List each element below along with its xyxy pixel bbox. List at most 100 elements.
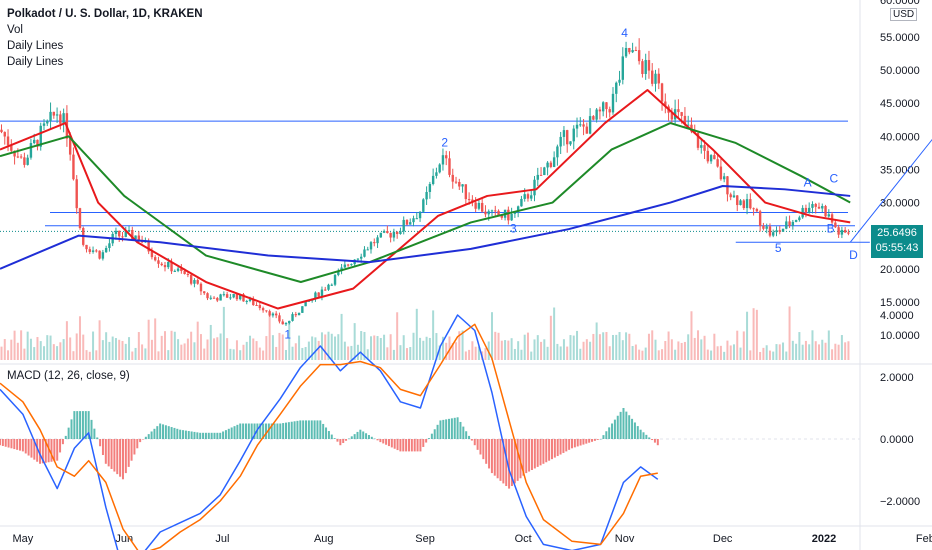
macd-histogram-bar: [530, 439, 533, 470]
volume-bar: [628, 333, 631, 360]
macd-histogram-bar: [325, 427, 328, 439]
volume-bar: [402, 335, 405, 360]
volume-bar: [690, 311, 693, 360]
indicator-daily-lines-1[interactable]: Daily Lines: [7, 40, 64, 52]
volume-bar: [507, 340, 510, 360]
candle-body: [203, 291, 206, 294]
macd-histogram-bar: [147, 434, 150, 439]
candle-body: [758, 211, 762, 226]
macd-histogram-bar: [73, 411, 76, 439]
macd-histogram-bar: [90, 419, 93, 439]
volume-bar: [422, 340, 425, 360]
volume-bar: [268, 314, 271, 360]
volume-bar: [56, 346, 59, 360]
candle-body: [134, 235, 137, 240]
indicator-vol[interactable]: Vol: [7, 24, 23, 36]
volume-bar: [245, 341, 248, 360]
candle-body: [373, 242, 376, 244]
candle-body: [477, 202, 481, 209]
signal-line: [0, 323, 658, 550]
volume-bar: [216, 337, 219, 360]
currency-label[interactable]: USD: [890, 8, 918, 21]
volume-bar: [33, 347, 36, 360]
macd-histogram-bar: [473, 439, 476, 446]
volume-bar: [383, 334, 386, 360]
macd-histogram-bar: [539, 439, 542, 466]
macd-histogram-bar: [199, 432, 202, 439]
candle-body: [209, 297, 212, 299]
volume-bar: [693, 337, 696, 360]
macd-histogram-bar: [13, 439, 16, 450]
indicator-daily-lines-2[interactable]: Daily Lines: [7, 56, 64, 68]
volume-bar: [190, 331, 193, 360]
candle-body: [736, 195, 739, 206]
macd-histogram-bar: [468, 435, 471, 439]
volume-bar: [20, 330, 23, 360]
candle-body: [834, 222, 837, 228]
candle-body: [59, 114, 62, 124]
volume-bar: [26, 331, 29, 360]
volume-bar: [226, 338, 229, 360]
candle-body: [317, 292, 320, 297]
macd-histogram-bar: [36, 439, 39, 462]
wave-label-a: A: [804, 176, 812, 190]
macd-histogram-bar: [362, 431, 365, 439]
volume-bar: [631, 346, 634, 360]
macd-histogram-bar: [430, 433, 433, 439]
volume-bar: [141, 344, 144, 360]
macd-histogram-bar: [553, 439, 556, 458]
candle-body: [425, 191, 428, 200]
volume-bar: [121, 340, 124, 360]
candle-body: [212, 297, 216, 299]
candle-body: [749, 199, 752, 209]
volume-bar: [840, 335, 843, 360]
candle-body: [320, 289, 324, 297]
volume-bar: [582, 341, 585, 360]
macd-histogram-bar: [482, 439, 485, 460]
candle-body: [716, 159, 719, 167]
macd-histogram-bar: [599, 439, 602, 440]
macd-histogram-bar: [639, 429, 642, 439]
candle-body: [739, 200, 742, 206]
price-tick-label: 30.0000: [880, 198, 920, 210]
volume-bar: [526, 332, 529, 360]
time-tick-label: Dec: [713, 533, 733, 545]
macd-histogram-bar: [236, 424, 239, 439]
candle-body: [562, 130, 566, 137]
wave-label-2: 2: [441, 135, 448, 149]
candle-body: [827, 214, 831, 217]
macd-histogram-bar: [293, 421, 296, 439]
volume-bar: [180, 344, 183, 360]
volume-bar: [572, 335, 575, 360]
candle-body: [219, 294, 222, 301]
candle-body: [566, 130, 569, 145]
candle-body: [402, 219, 405, 232]
candle-body: [68, 138, 72, 155]
volume-bar: [366, 349, 369, 360]
candle-body: [458, 182, 461, 187]
volume-bar: [536, 335, 539, 360]
candle-body: [837, 227, 840, 235]
candle-body: [327, 284, 330, 290]
macd-histogram-bar: [602, 435, 605, 439]
wave-label-c: C: [830, 172, 839, 186]
candle-body: [781, 228, 785, 232]
macd-line: [0, 314, 659, 550]
macd-title[interactable]: MACD (12, 26, close, 9): [7, 370, 130, 382]
candle-body: [487, 211, 490, 215]
candle-body: [772, 232, 775, 236]
candle-body: [379, 232, 383, 238]
candle-body: [530, 195, 533, 199]
candle-body: [533, 179, 536, 196]
volume-bar: [782, 342, 785, 360]
candle-body: [605, 102, 608, 110]
volume-bar: [242, 344, 245, 360]
macd-histogram-bar: [370, 436, 373, 439]
candle-body: [582, 124, 585, 127]
candle-body: [700, 145, 703, 148]
macd-histogram-bar: [536, 439, 539, 467]
volume-bar: [105, 332, 108, 360]
candle-body: [10, 145, 13, 151]
candle-body: [513, 212, 517, 214]
